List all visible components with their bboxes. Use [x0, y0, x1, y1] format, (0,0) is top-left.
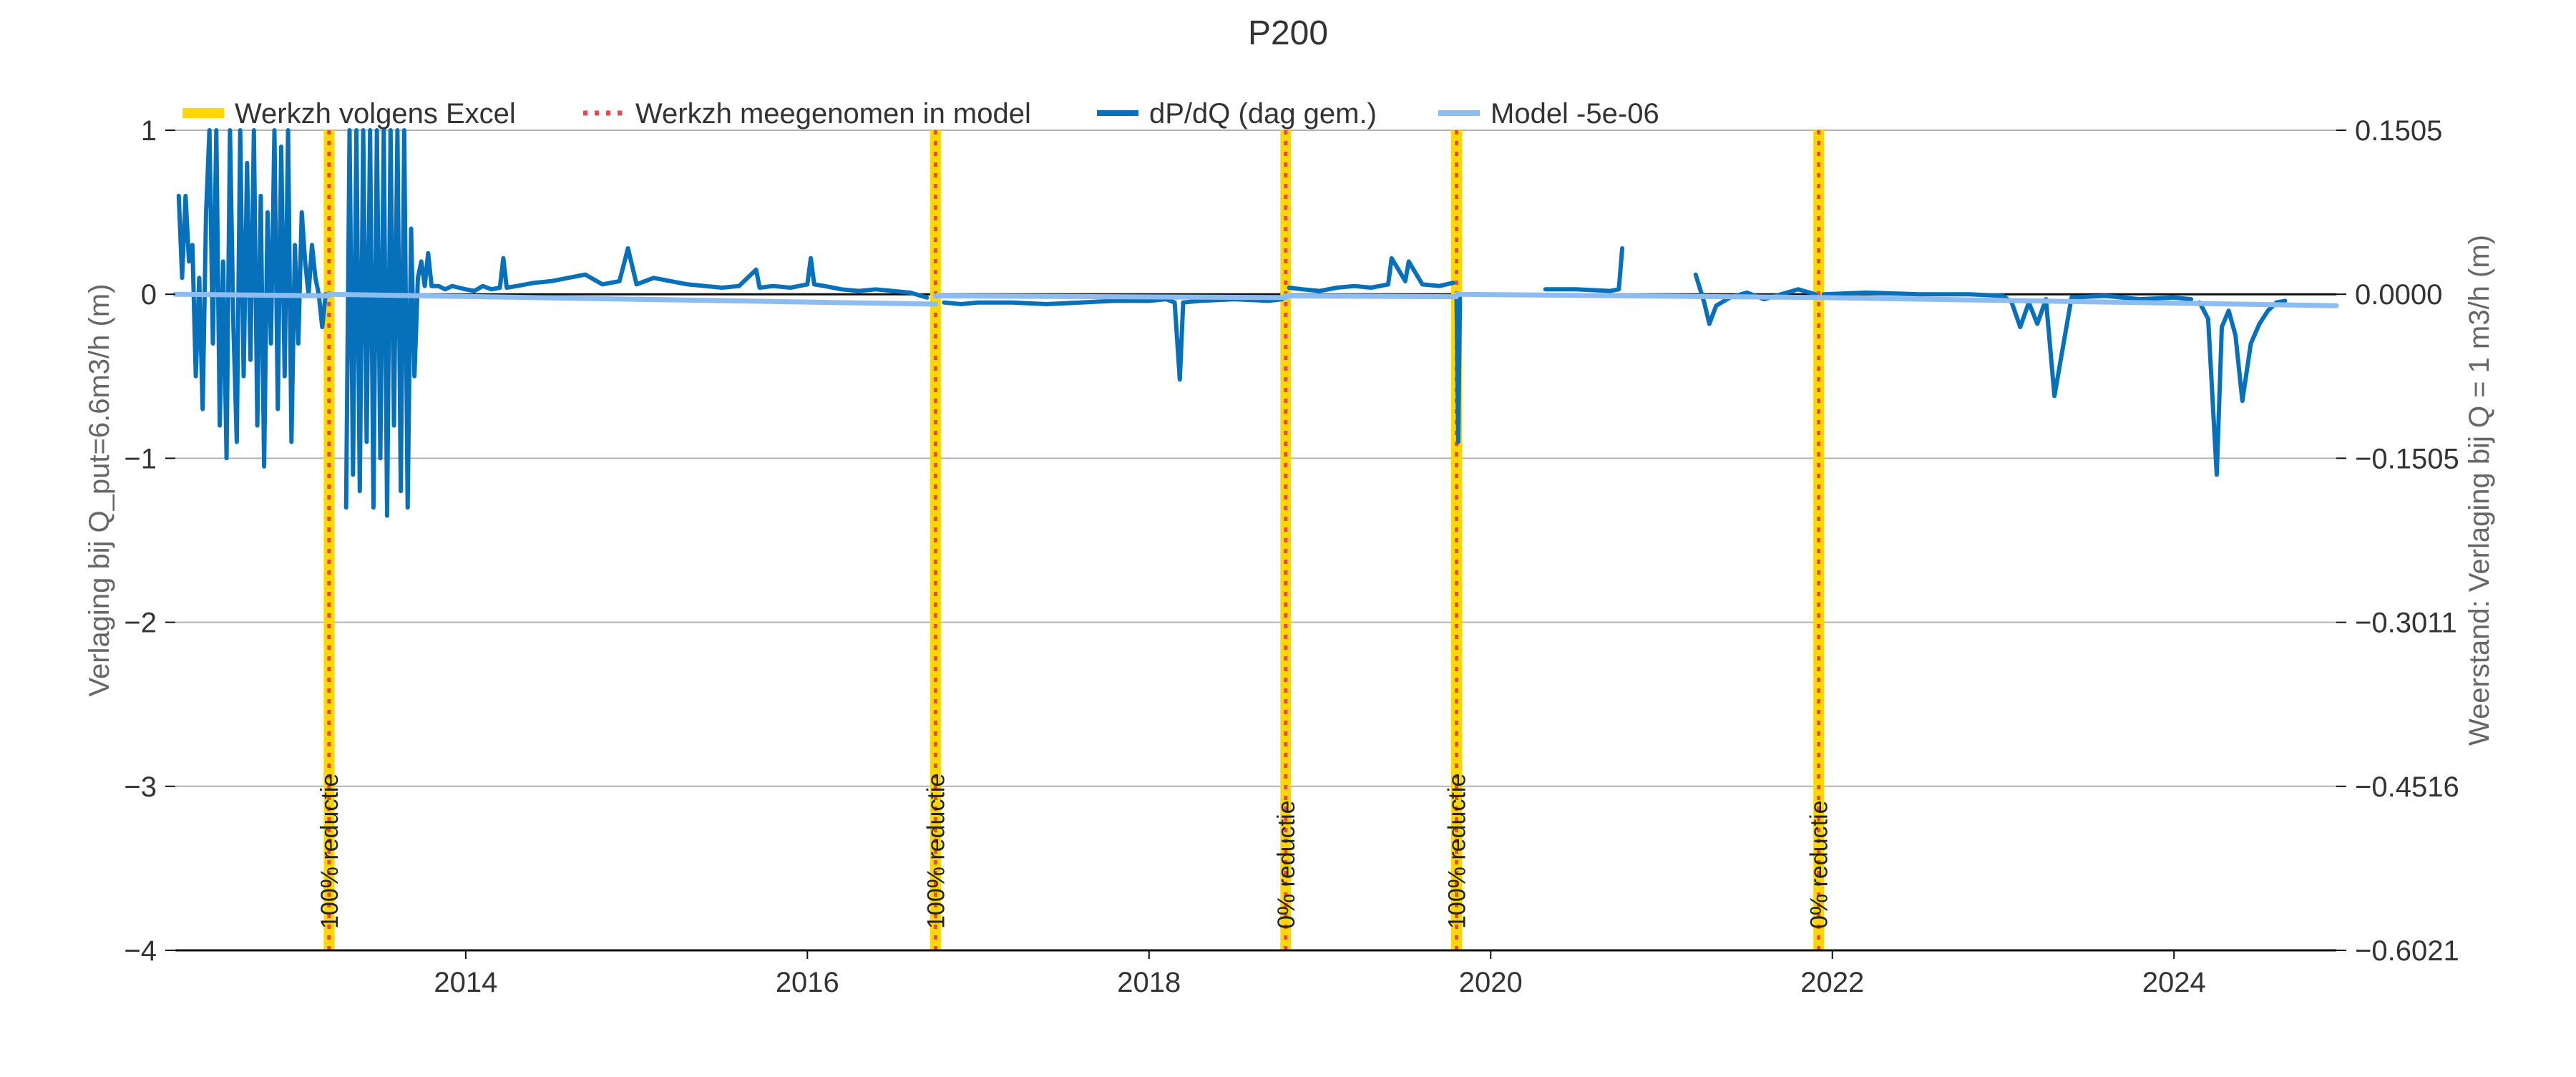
- legend-item-model: Model -5e-06: [1438, 98, 1659, 130]
- x-tick-label-1: 2016: [776, 967, 839, 998]
- y2-tick-label-3: −0.3011: [2355, 608, 2457, 639]
- series-model-segment-1: [326, 291, 938, 307]
- event-label-4: 0% reductie: [1806, 800, 1833, 929]
- event-label-1: 100% reductie: [922, 774, 950, 929]
- y2-tick-label-5: −0.6021: [2355, 935, 2459, 967]
- series-model-segment-4: [1454, 291, 1822, 301]
- x-tick-label-0: 2014: [434, 967, 497, 998]
- legend: Werkzh volgens Excel Werkzh meegenomen i…: [182, 98, 1659, 130]
- event-label-0: 100% reductie: [316, 774, 343, 929]
- legend-label-model: Model -5e-06: [1491, 98, 1659, 130]
- y-axis-title: Verlaging bij Q_put=6.6m3/h (m): [84, 284, 115, 697]
- y2-tick-label-2: −0.1505: [2355, 443, 2459, 474]
- legend-item-excel: Werkzh volgens Excel: [182, 98, 516, 130]
- legend-label-excel: Werkzh volgens Excel: [235, 98, 516, 130]
- series-model-segment-3: [1283, 293, 1459, 300]
- series-dpdq-segment-7: [1821, 290, 2194, 399]
- series-dpdq-segment-5: [1543, 246, 1625, 293]
- series-dpdq-segment-0: [176, 128, 328, 469]
- axes: 2014 2016 2018 2020 2022 2024 1 0 −1 −2 −3 −4 0.1505…: [124, 115, 2459, 998]
- legend-item-dpdq: dP/dQ (dag gem.): [1097, 98, 1377, 130]
- x-tick-label-2: 2018: [1117, 967, 1181, 998]
- y-tick-label-0: 1: [141, 115, 157, 147]
- y2-tick-label-0: 0.1505: [2355, 115, 2442, 147]
- series-model-segment-0: [172, 291, 332, 298]
- grid-lines: [175, 130, 2336, 787]
- x-tick-label-4: 2022: [1800, 967, 1864, 998]
- legend-label-model-events: Werkzh meegenomen in model: [635, 98, 1031, 130]
- y2-tick-label-4: −0.4516: [2355, 771, 2459, 803]
- event-markers: 100% reductie 100% reductie 0% reductie 100…: [316, 130, 1833, 950]
- series-dpdq-segment-8: [2197, 298, 2288, 477]
- legend-item-model-events: Werkzh meegenomen in model: [583, 98, 1031, 130]
- series-model-segment-2: [932, 293, 1289, 301]
- y-tick-label-1: 0: [141, 279, 157, 311]
- series-dpdq-segment-3: [1287, 255, 1455, 293]
- series-dpdq-segment-4: [1454, 292, 1463, 444]
- event-label-2: 0% reductie: [1273, 800, 1300, 929]
- y2-tick-label-1: 0.0000: [2355, 279, 2442, 311]
- y-tick-label-3: −2: [124, 608, 157, 639]
- legend-label-dpdq: dP/dQ (dag gem.): [1149, 98, 1377, 130]
- chart-title: P200: [1248, 14, 1328, 52]
- event-label-3: 100% reductie: [1444, 774, 1471, 929]
- series-dpdq-segment-1: [343, 128, 930, 518]
- series-dpdq-segment-2: [942, 297, 1284, 382]
- y2-axis-title: Weerstand: Verlaging bij Q = 1 m3/h (m): [2464, 235, 2495, 746]
- y-tick-label-4: −3: [124, 771, 157, 803]
- data-series: [172, 128, 2339, 518]
- y-tick-label-2: −1: [124, 443, 157, 474]
- x-tick-label-3: 2020: [1459, 967, 1523, 998]
- y-tick-label-5: −4: [124, 935, 157, 967]
- x-tick-label-5: 2024: [2142, 967, 2206, 998]
- series-model-segment-5: [1816, 295, 2339, 308]
